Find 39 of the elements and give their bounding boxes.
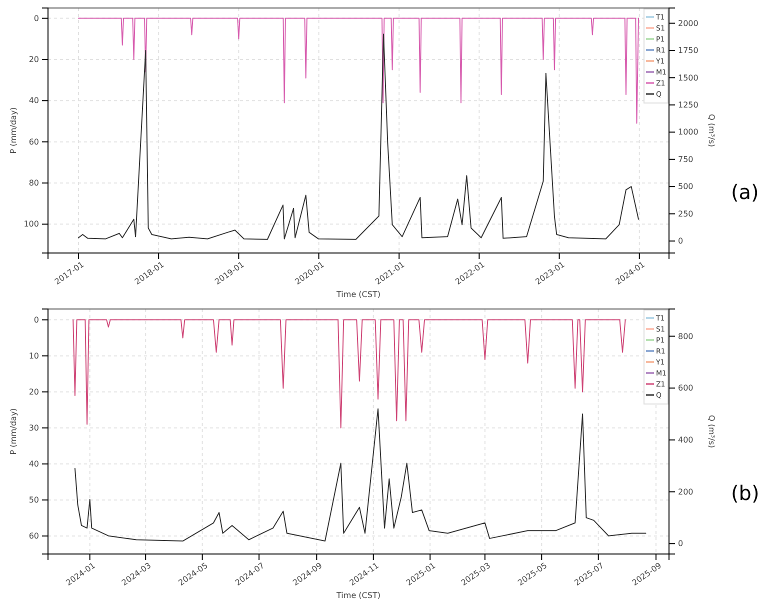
y2-tick-label: 1500 xyxy=(678,73,698,82)
y2-tick-label: 0 xyxy=(678,236,684,246)
y-tick-label: 20 xyxy=(28,55,39,64)
y-tick-label: 40 xyxy=(28,459,39,468)
y-tick-label: 100 xyxy=(24,220,39,229)
y-axis-title: P (mm/day) xyxy=(9,408,18,455)
y2-axis-title: Q (m³/s) xyxy=(707,415,716,448)
y-tick-label: 60 xyxy=(28,137,39,146)
line-series xyxy=(78,34,639,240)
y2-tick-label: 200 xyxy=(678,487,694,496)
y2-tick-label: 0 xyxy=(678,539,684,548)
line-series xyxy=(72,319,626,428)
y2-tick-label: 2000 xyxy=(678,18,698,28)
y2-tick-label: 400 xyxy=(678,435,694,444)
y-tick-label: 30 xyxy=(28,423,39,432)
line-series xyxy=(74,408,646,542)
y-tick-label: 80 xyxy=(28,178,39,188)
line-series xyxy=(78,18,639,124)
y-tick-label: 40 xyxy=(28,96,39,106)
y-tick-label: 0 xyxy=(34,14,39,23)
y-tick-label: 20 xyxy=(28,387,39,396)
y2-tick-label: 600 xyxy=(678,384,694,393)
y2-tick-label: 1000 xyxy=(678,128,698,137)
x-axis-title: Time (CST) xyxy=(336,591,380,600)
y2-tick-label: 800 xyxy=(678,332,694,341)
y2-tick-label: 1250 xyxy=(678,100,698,110)
y2-tick-label: 250 xyxy=(678,209,694,218)
y2-tick-label: 1750 xyxy=(678,46,698,56)
y-tick-label: 0 xyxy=(34,315,39,324)
y-tick-label: 60 xyxy=(28,532,39,541)
y2-axis-title: Q (m³/s) xyxy=(707,114,716,147)
y-axis-title: P (mm/day) xyxy=(9,107,18,154)
y-tick-label: 50 xyxy=(28,496,39,505)
text: (b) xyxy=(731,481,760,506)
y-tick-label: 10 xyxy=(28,351,39,360)
x-axis-title: Time (CST) xyxy=(336,290,380,299)
y2-tick-label: 500 xyxy=(678,182,694,192)
y2-tick-label: 750 xyxy=(678,154,694,164)
text: (a) xyxy=(731,180,759,204)
